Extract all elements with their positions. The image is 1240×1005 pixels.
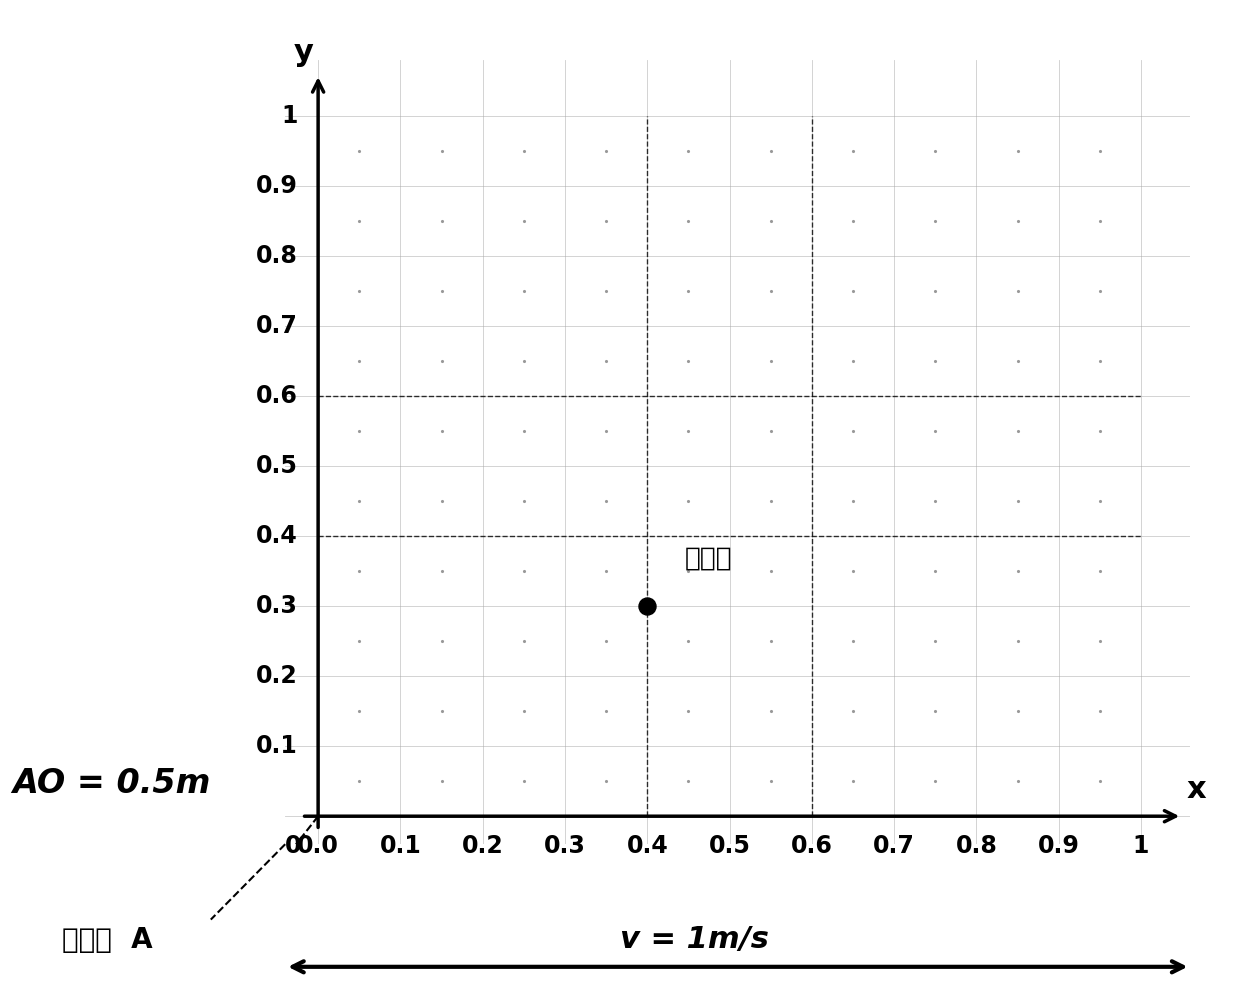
Text: AO = 0.5m: AO = 0.5m [12, 768, 211, 800]
Text: 0.1: 0.1 [255, 735, 298, 758]
Text: 0.5: 0.5 [708, 834, 750, 857]
Text: 1: 1 [281, 105, 298, 129]
Text: 0.1: 0.1 [379, 834, 422, 857]
Text: v = 1m/s: v = 1m/s [620, 926, 769, 954]
Text: 0.3: 0.3 [544, 834, 587, 857]
Text: 0.6: 0.6 [791, 834, 833, 857]
Text: 0.6: 0.6 [255, 384, 298, 408]
Text: 0.5: 0.5 [255, 454, 298, 478]
Text: 0.9: 0.9 [255, 174, 298, 198]
Text: 0.2: 0.2 [461, 834, 503, 857]
Text: y: y [294, 38, 314, 67]
Text: 0.9: 0.9 [1038, 834, 1080, 857]
Point [637, 598, 657, 614]
Text: 0.7: 0.7 [255, 315, 298, 339]
Text: x: x [1187, 775, 1207, 804]
Text: 0.4: 0.4 [255, 525, 298, 549]
Text: 点声源: 点声源 [684, 546, 732, 571]
Text: 传声器  A: 传声器 A [62, 926, 153, 954]
Text: 0.2: 0.2 [255, 664, 298, 688]
Text: 0.8: 0.8 [255, 244, 298, 268]
Text: 0.3: 0.3 [255, 594, 298, 618]
Text: 0.8: 0.8 [956, 834, 997, 857]
Text: 0.0: 0.0 [298, 834, 339, 857]
Text: 0.7: 0.7 [873, 834, 915, 857]
Text: 0.4: 0.4 [626, 834, 668, 857]
Text: 0: 0 [285, 834, 301, 857]
Text: 1: 1 [1133, 834, 1149, 857]
